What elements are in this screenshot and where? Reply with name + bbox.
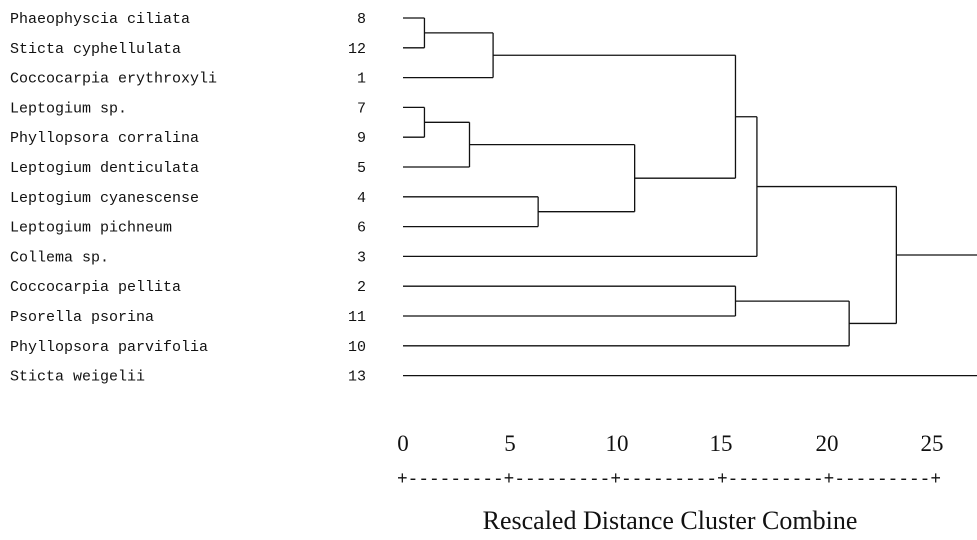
leaf-case-number: 11 (348, 309, 366, 326)
leaf-case-number: 6 (357, 220, 366, 237)
distance-axis: 0 5 10 15 20 25 +---------+---------+---… (397, 431, 944, 535)
leaf-case-number: 12 (348, 41, 366, 58)
axis-scale-line: +---------+---------+---------+---------… (397, 470, 941, 490)
leaf-case-number: 10 (348, 339, 366, 356)
leaf-label: Leptogium pichneum (10, 220, 172, 237)
axis-title: Rescaled Distance Cluster Combine (483, 506, 858, 535)
leaf-label: Sticta cyphellulata (10, 41, 181, 58)
leaf-case-number: 2 (357, 279, 366, 296)
leaf-label: Leptogium cyanescense (10, 190, 199, 207)
leaf-label: Phyllopsora corralina (10, 130, 199, 147)
dendrogram-links (403, 17, 977, 377)
leaf-labels: Phaeophyscia ciliata 8 Sticta cyphellulata… (10, 11, 366, 386)
leaf-case-number: 1 (357, 71, 366, 88)
leaf-case-number: 4 (357, 190, 366, 207)
leaf-label: Coccocarpia erythroxyli (10, 71, 217, 88)
leaf-case-number: 7 (357, 100, 366, 117)
leaf-case-number: 3 (357, 249, 366, 266)
leaf-label: Coccocarpia pellita (10, 279, 181, 296)
axis-tick: 15 (710, 431, 733, 456)
leaf-case-number: 9 (357, 130, 366, 147)
leaf-case-number: 8 (357, 11, 366, 28)
leaf-case-number: 13 (348, 369, 366, 386)
leaf-label: Phyllopsora parvifolia (10, 339, 208, 356)
leaf-label: Leptogium denticulata (10, 160, 199, 177)
leaf-label: Collema sp. (10, 249, 109, 266)
leaf-label: Leptogium sp. (10, 100, 127, 117)
axis-tick: 25 (921, 431, 944, 456)
axis-tick: 0 (397, 431, 409, 456)
leaf-label: Phaeophyscia ciliata (10, 11, 190, 28)
leaf-label: Psorella psorina (10, 309, 154, 326)
axis-tick: 20 (816, 431, 839, 456)
axis-tick: 10 (606, 431, 629, 456)
leaf-label: Sticta weigelii (10, 369, 145, 386)
axis-tick: 5 (504, 431, 516, 456)
leaf-case-number: 5 (357, 160, 366, 177)
